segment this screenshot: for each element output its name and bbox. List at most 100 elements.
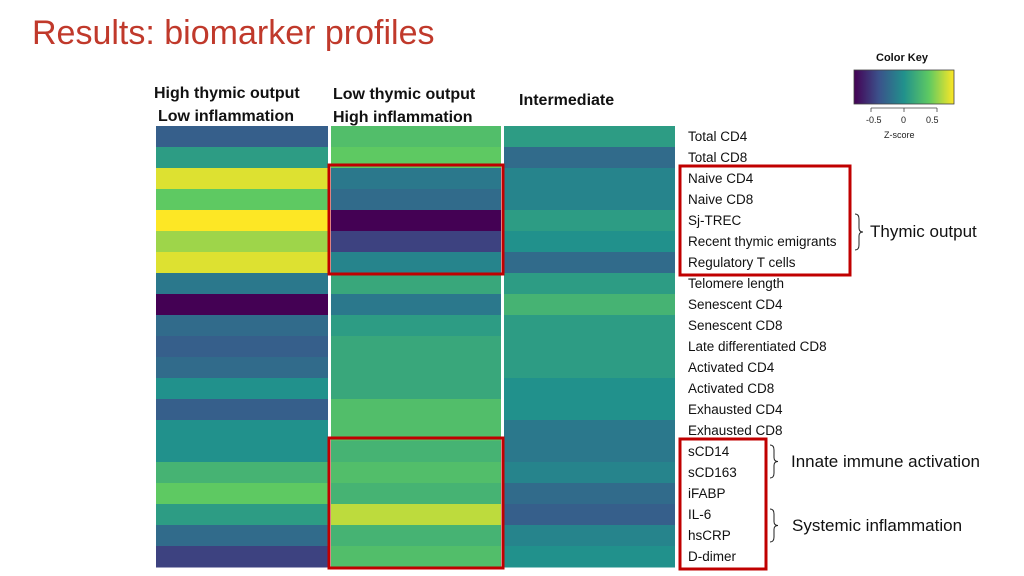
row-label: Late differentiated CD8: [688, 339, 827, 354]
heatmap-cell: [156, 189, 328, 211]
heatmap-cell: [156, 252, 328, 274]
heatmap-cell: [331, 168, 501, 190]
color-key-bar: [853, 69, 955, 105]
heatmap-cell: [331, 336, 501, 358]
row-label: iFABP: [688, 486, 726, 501]
heatmap-cell: [156, 210, 328, 232]
heatmap-cell: [331, 315, 501, 337]
heatmap-cell: [504, 399, 675, 421]
color-key-title: Color Key: [876, 52, 928, 64]
heatmap-cell: [331, 378, 501, 400]
color-key-tick: -0.5: [866, 115, 882, 125]
heatmap-cell: [156, 168, 328, 190]
highlight-box: [678, 164, 852, 277]
heatmap-cell: [504, 336, 675, 358]
highlight-box: [678, 437, 768, 571]
row-label: Senescent CD8: [688, 318, 783, 333]
heatmap-cell: [156, 315, 328, 337]
heatmap-cell: [331, 210, 501, 232]
heatmap-cell: [331, 189, 501, 211]
heatmap-cell: [504, 252, 675, 274]
heatmap-cell: [504, 504, 675, 526]
row-label: Exhausted CD4: [688, 402, 783, 417]
heatmap-cell: [504, 126, 675, 148]
color-key-tick: 0.5: [926, 115, 939, 125]
row-label: Recent thymic emigrants: [688, 234, 837, 249]
row-label: hsCRP: [688, 528, 731, 543]
heatmap-cell: [504, 483, 675, 505]
column-header-low-thymic: Low thymic output High inflammation: [333, 83, 475, 129]
heatmap-cell: [156, 126, 328, 148]
heatmap-cell: [504, 294, 675, 316]
heatmap-cell: [156, 504, 328, 526]
heatmap-cell: [331, 441, 501, 463]
heatmap-cell: [331, 273, 501, 295]
highlight-box: [327, 163, 505, 276]
row-label: Naive CD8: [688, 192, 754, 207]
heatmap-cell: [156, 462, 328, 484]
row-label: D-dimer: [688, 549, 737, 564]
group-bracket: [769, 508, 779, 543]
heatmap-cell: [156, 441, 328, 463]
group-label-innate-immune: Innate immune activation: [791, 452, 980, 471]
heatmap-cell: [504, 315, 675, 337]
heatmap-cell: [331, 357, 501, 379]
heatmap-cell: [156, 273, 328, 295]
heatmap-cell: [156, 378, 328, 400]
color-key-tick: 0: [901, 115, 907, 125]
heatmap-cell: [331, 462, 501, 484]
column-header-line2: High inflammation: [333, 109, 473, 126]
column-header-intermediate: Intermediate: [519, 89, 614, 112]
heatmap-cell: [504, 231, 675, 253]
row-label: Regulatory T cells: [688, 255, 796, 270]
heatmap-cell: [331, 546, 501, 568]
color-key-xlabel: Z-score: [884, 130, 915, 140]
heatmap-cell: [504, 189, 675, 211]
highlight-box: [327, 436, 505, 570]
group-bracket: [854, 213, 864, 251]
heatmap-cell: [504, 546, 675, 568]
heatmap-cell: [331, 504, 501, 526]
heatmap-cell: [504, 378, 675, 400]
heatmap-cell: [156, 231, 328, 253]
heatmap-cell: [331, 525, 501, 547]
heatmap-cell: [156, 357, 328, 379]
heatmap-cell: [331, 252, 501, 274]
row-label: Senescent CD4: [688, 297, 783, 312]
column-header-high-thymic: High thymic output Low inflammation: [154, 82, 300, 128]
row-label: IL-6: [688, 507, 712, 522]
heatmap-cell: [331, 420, 501, 442]
row-label: Naive CD4: [688, 171, 754, 186]
heatmap-cell: [504, 441, 675, 463]
heatmap-cell: [331, 147, 501, 169]
slide-title: Results: biomarker profiles: [32, 14, 435, 52]
row-label: sCD163: [688, 465, 737, 480]
row-label: Sj-TREC: [688, 213, 742, 228]
row-label: Total CD4: [688, 129, 748, 144]
column-header-line1: Intermediate: [519, 92, 615, 109]
heatmap-cell: [331, 399, 501, 421]
heatmap-cell: [156, 483, 328, 505]
row-label: Activated CD8: [688, 381, 775, 396]
row-label: Telomere length: [688, 276, 785, 291]
heatmap-cell: [504, 420, 675, 442]
heatmap-cell: [156, 399, 328, 421]
heatmap-cell: [504, 525, 675, 547]
row-label: Total CD8: [688, 150, 748, 165]
heatmap-cell: [331, 294, 501, 316]
row-label: Exhausted CD8: [688, 423, 783, 438]
column-header-line2: Low inflammation: [158, 108, 294, 125]
heatmap-cell: [504, 147, 675, 169]
row-label: Activated CD4: [688, 360, 775, 375]
heatmap-cell: [331, 483, 501, 505]
heatmap-cell: [156, 147, 328, 169]
column-header-line1: High thymic output: [154, 85, 300, 102]
heatmap-cell: [504, 357, 675, 379]
heatmap-cell: [331, 231, 501, 253]
heatmap-cell: [156, 420, 328, 442]
heatmap-cell: [504, 210, 675, 232]
row-label: sCD14: [688, 444, 730, 459]
group-bracket: [769, 444, 779, 479]
group-label-thymic-output: Thymic output: [870, 222, 977, 241]
